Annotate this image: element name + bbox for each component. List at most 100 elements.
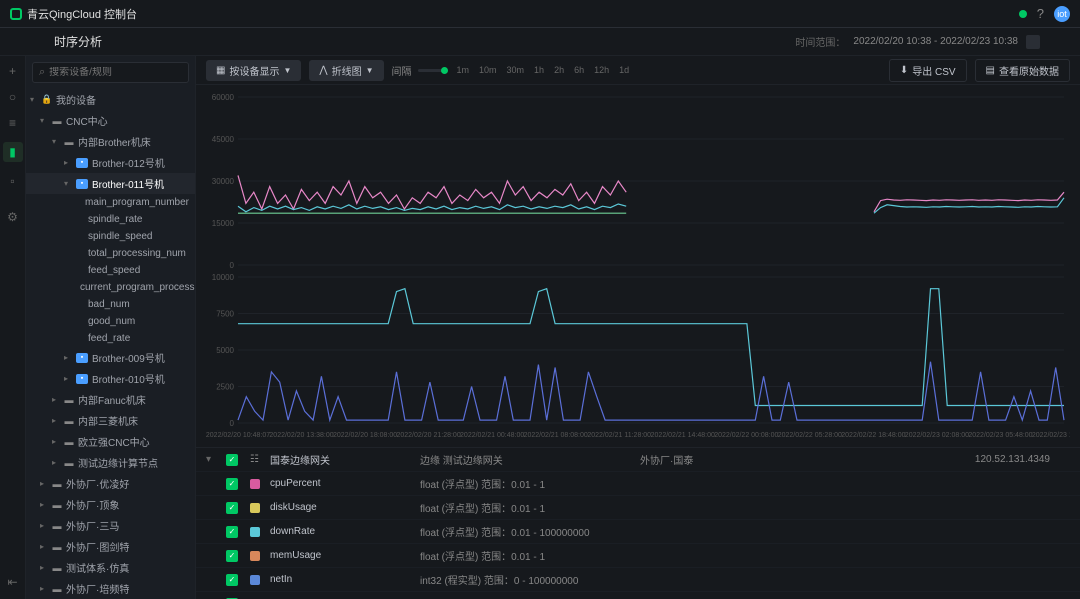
tree-item[interactable]: spindle_rate xyxy=(26,211,195,228)
metric-name: memUsage xyxy=(270,550,420,561)
folder-icon: ▬ xyxy=(52,542,62,552)
tree-item[interactable]: main_program_number xyxy=(26,194,195,211)
svg-text:2022/02/21 00:48:00: 2022/02/21 00:48:00 xyxy=(460,432,524,439)
tree-item[interactable]: ▸▬测试边缘计算节点 xyxy=(26,452,195,473)
checkbox[interactable]: ✓ xyxy=(226,526,238,538)
metric-meta: float (浮点型) 范围：0.01 - 1 xyxy=(420,476,640,491)
interval-option[interactable]: 1d xyxy=(616,64,632,76)
rail-item-3[interactable]: ≡ xyxy=(6,116,20,130)
table-row[interactable]: ✓netOutint32 (程实型) 范围：0 - 100000000 xyxy=(196,592,1080,599)
interval-option[interactable]: 2h xyxy=(551,64,567,76)
folder-icon: ▬ xyxy=(52,563,62,573)
svg-text:45000: 45000 xyxy=(212,135,235,144)
series-color xyxy=(250,479,260,489)
folder-icon: ▬ xyxy=(64,137,74,147)
folder-icon: ▬ xyxy=(64,395,74,405)
line-chart-icon: ⋀ xyxy=(319,65,327,76)
interval-option[interactable]: 1h xyxy=(531,64,547,76)
rail-item-5[interactable]: ▫ xyxy=(6,174,20,188)
table-row[interactable]: ✓downRatefloat (浮点型) 范围：0.01 - 100000000 xyxy=(196,520,1080,544)
display-mode-button[interactable]: ▦ 按设备显示 ▼ xyxy=(206,60,301,81)
checkbox[interactable]: ✓ xyxy=(226,478,238,490)
view-table-button[interactable]: ▤ 查看原始数据 xyxy=(975,59,1070,82)
checkbox[interactable]: ✓ xyxy=(226,454,238,466)
interval-slider[interactable] xyxy=(418,69,448,72)
tree-item[interactable]: bad_num xyxy=(26,296,195,313)
page-title: 时序分析 xyxy=(54,33,102,50)
folder-icon: ▬ xyxy=(64,437,74,447)
table-row[interactable]: ✓cpuPercentfloat (浮点型) 范围：0.01 - 1 xyxy=(196,472,1080,496)
tree-item[interactable]: ▸▪Brother-009号机 xyxy=(26,347,195,368)
tree-item[interactable]: ▾▬内部Brother机床 xyxy=(26,131,195,152)
checkbox[interactable]: ✓ xyxy=(226,550,238,562)
tree-item[interactable]: ▸▬测试体系·仿真 xyxy=(26,557,195,578)
tree-item[interactable]: ▸▬外协厂·培频特 xyxy=(26,578,195,599)
nav-rail: + ○ ≡ ▮ ▫ ⚙ ⇤ xyxy=(0,56,26,599)
svg-text:60000: 60000 xyxy=(212,93,235,102)
interval-option[interactable]: 1m xyxy=(454,64,473,76)
tree-item[interactable]: ▸▬欧立强CNC中心 xyxy=(26,431,195,452)
tree-item[interactable]: total_processing_num xyxy=(26,245,195,262)
tree-item[interactable]: ▸▪Brother-012号机 xyxy=(26,152,195,173)
rail-collapse[interactable]: ⇤ xyxy=(6,575,20,589)
tree-item[interactable]: ▾▬CNC中心 xyxy=(26,110,195,131)
calendar-icon[interactable] xyxy=(1026,35,1040,49)
rail-item-2[interactable]: ○ xyxy=(6,90,20,104)
header-loc: 外协厂·国泰 xyxy=(640,452,790,467)
tree-item[interactable]: ▸▬外协厂·三马 xyxy=(26,515,195,536)
export-csv-button[interactable]: ⬇ 导出 CSV xyxy=(889,59,967,82)
table-header-row[interactable]: ▾✓☷国泰边缘网关边缘 测试边缘网关外协厂·国泰120.52.131.4349 xyxy=(196,448,1080,472)
interval-options: 1m10m 30m1h 2h 6h 12h 1d xyxy=(454,64,633,76)
chart-1[interactable]: 015000300004500060000 xyxy=(206,91,1070,271)
tree-label: 外协厂·图剑特 xyxy=(66,539,129,554)
brand-text: 青云QingCloud 控制台 xyxy=(27,6,137,22)
tree-label: main_program_number xyxy=(85,197,189,208)
tree-item[interactable]: feed_rate xyxy=(26,330,195,347)
table-row[interactable]: ✓memUsagefloat (浮点型) 范围：0.01 - 1 xyxy=(196,544,1080,568)
interval-option[interactable]: 30m xyxy=(504,64,528,76)
tree-item[interactable]: ▸▬内部Fanuc机床 xyxy=(26,389,195,410)
chart-2[interactable]: 0250050007500100002022/02/20 10:48:07202… xyxy=(206,271,1070,441)
tree-label: Brother-011号机 xyxy=(92,176,164,191)
search-input[interactable] xyxy=(49,67,182,78)
series-color xyxy=(250,503,260,513)
tree-item[interactable]: good_num xyxy=(26,313,195,330)
tree-label: current_program_processing_n... xyxy=(80,282,195,293)
svg-text:15000: 15000 xyxy=(212,219,235,228)
tree-item[interactable]: ▸▬内部三菱机床 xyxy=(26,410,195,431)
search-box[interactable]: ⌕ xyxy=(32,62,189,83)
checkbox[interactable]: ✓ xyxy=(226,502,238,514)
tree-item[interactable]: ▾🔒我的设备 xyxy=(26,89,195,110)
tree-item[interactable]: ▸▬外协厂·图剑特 xyxy=(26,536,195,557)
tree-label: Brother-009号机 xyxy=(92,350,165,365)
expand-icon[interactable]: ▾ xyxy=(206,454,226,465)
chevron-down-icon: ▼ xyxy=(366,66,374,75)
metric-meta: int32 (程实型) 范围：0 - 100000000 xyxy=(420,572,640,587)
tree-item[interactable]: current_program_processing_n... xyxy=(26,279,195,296)
time-range[interactable]: 2022/02/20 10:38 - 2022/02/23 10:38 xyxy=(853,36,1018,47)
tree-label: total_processing_num xyxy=(88,248,186,259)
rail-item-analysis[interactable]: ▮ xyxy=(3,142,23,162)
interval-option[interactable]: 10m xyxy=(476,64,500,76)
interval-option[interactable]: 6h xyxy=(571,64,587,76)
user-avatar[interactable]: iot xyxy=(1054,6,1070,22)
gateway-icon: ☷ xyxy=(250,454,259,465)
interval-option[interactable]: 12h xyxy=(591,64,612,76)
tree-item[interactable]: ▸▬外协厂·优凌好 xyxy=(26,473,195,494)
rail-item-1[interactable]: + xyxy=(6,64,20,78)
tree-item[interactable]: feed_speed xyxy=(26,262,195,279)
series-color xyxy=(250,575,260,585)
rail-item-settings[interactable]: ⚙ xyxy=(6,210,20,224)
svg-text:2022/02/23 05:48:00: 2022/02/23 05:48:00 xyxy=(968,432,1032,439)
tree-label: bad_num xyxy=(88,299,130,310)
tree-item[interactable]: ▸▪Brother-010号机 xyxy=(26,368,195,389)
help-icon[interactable]: ? xyxy=(1037,6,1044,21)
tree-item[interactable]: ▸▬外协厂·顶象 xyxy=(26,494,195,515)
tree-item[interactable]: spindle_speed xyxy=(26,228,195,245)
table-row[interactable]: ✓netInint32 (程实型) 范围：0 - 100000000 xyxy=(196,568,1080,592)
table-row[interactable]: ✓diskUsagefloat (浮点型) 范围：0.01 - 1 xyxy=(196,496,1080,520)
device-tree-sidebar: ⌕ ▾🔒我的设备▾▬CNC中心▾▬内部Brother机床▸▪Brother-01… xyxy=(26,56,196,599)
tree-item[interactable]: ▾▪Brother-011号机 xyxy=(26,173,195,194)
checkbox[interactable]: ✓ xyxy=(226,574,238,586)
chart-type-button[interactable]: ⋀ 折线图 ▼ xyxy=(309,60,383,81)
